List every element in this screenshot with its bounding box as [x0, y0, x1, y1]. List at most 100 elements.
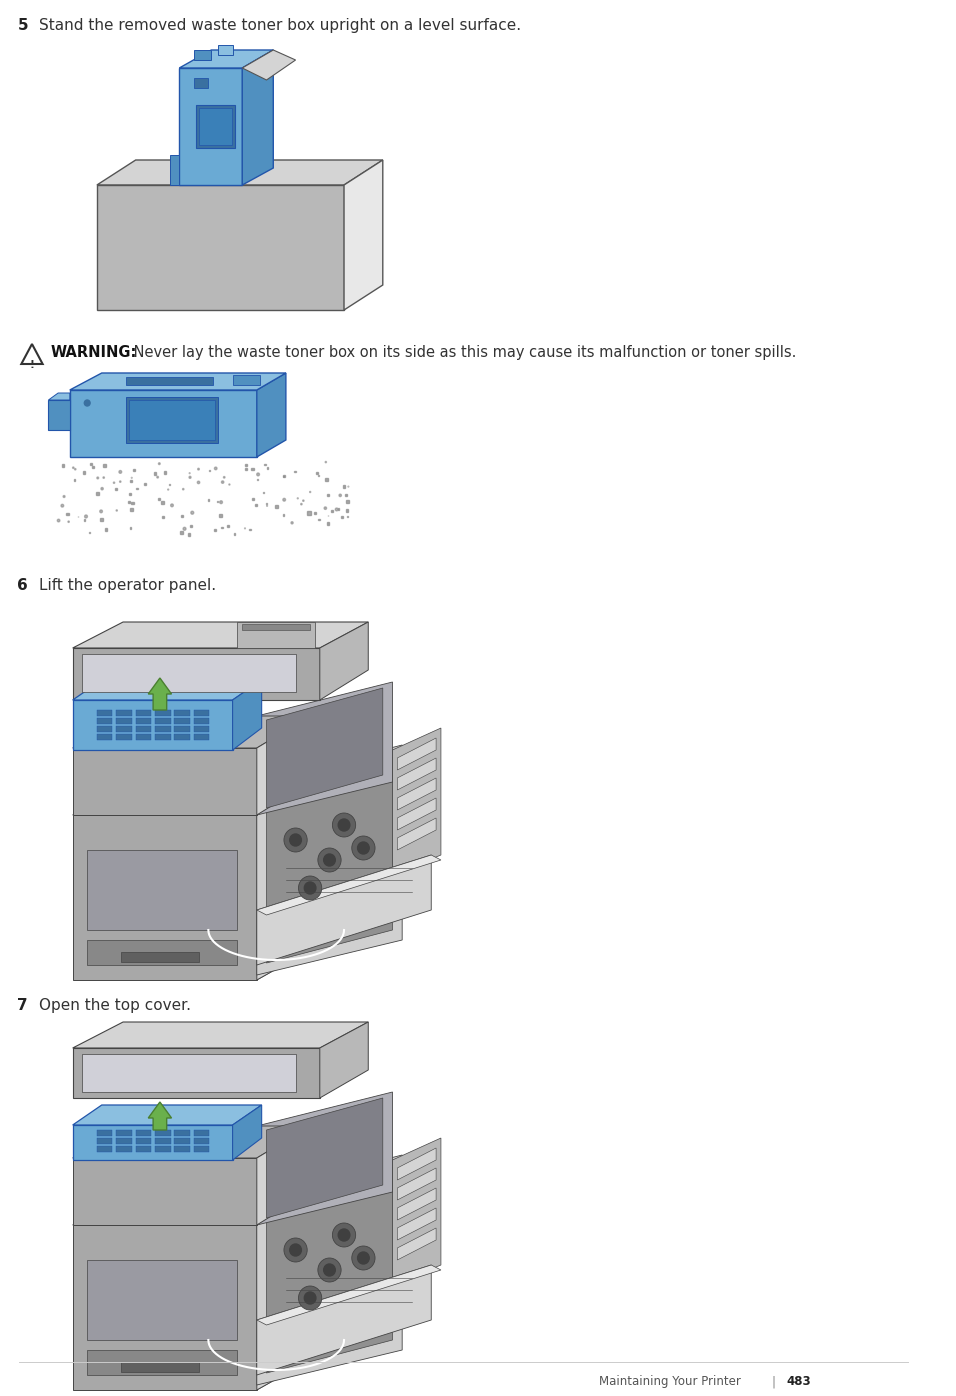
- Circle shape: [257, 473, 259, 476]
- Circle shape: [358, 842, 369, 854]
- Circle shape: [198, 468, 200, 470]
- Polygon shape: [398, 778, 436, 810]
- Polygon shape: [136, 1146, 151, 1152]
- Polygon shape: [257, 782, 310, 980]
- Circle shape: [184, 528, 186, 530]
- Bar: [144, 483, 146, 484]
- Circle shape: [220, 501, 223, 504]
- Polygon shape: [73, 1127, 310, 1159]
- Circle shape: [63, 496, 65, 497]
- Bar: [187, 533, 190, 536]
- Bar: [164, 472, 166, 473]
- Polygon shape: [73, 1048, 320, 1099]
- Bar: [346, 501, 349, 503]
- Bar: [129, 493, 131, 496]
- Polygon shape: [73, 623, 368, 648]
- Polygon shape: [148, 678, 171, 711]
- Bar: [133, 469, 135, 470]
- Bar: [82, 470, 85, 473]
- Bar: [61, 465, 64, 468]
- Polygon shape: [87, 850, 237, 930]
- Polygon shape: [398, 799, 436, 831]
- Text: Maintaining Your Printer: Maintaining Your Printer: [598, 1375, 741, 1388]
- Polygon shape: [49, 394, 70, 401]
- Polygon shape: [194, 726, 209, 732]
- Bar: [283, 514, 284, 515]
- Polygon shape: [194, 78, 208, 88]
- Polygon shape: [97, 711, 113, 716]
- Polygon shape: [257, 1127, 310, 1226]
- Circle shape: [61, 504, 64, 507]
- Circle shape: [224, 476, 225, 477]
- Circle shape: [191, 511, 194, 514]
- Polygon shape: [155, 1138, 170, 1143]
- Polygon shape: [194, 1138, 209, 1143]
- Polygon shape: [117, 734, 132, 740]
- Bar: [217, 501, 219, 503]
- Polygon shape: [136, 1129, 151, 1136]
- Polygon shape: [97, 726, 113, 732]
- Polygon shape: [87, 1350, 237, 1375]
- Polygon shape: [117, 1138, 132, 1143]
- Bar: [345, 494, 347, 496]
- Circle shape: [189, 476, 191, 479]
- Circle shape: [57, 519, 60, 522]
- Bar: [318, 519, 319, 521]
- Bar: [131, 501, 134, 504]
- Polygon shape: [155, 726, 170, 732]
- Polygon shape: [257, 1154, 402, 1385]
- Polygon shape: [73, 1125, 232, 1160]
- Polygon shape: [267, 1167, 393, 1374]
- Polygon shape: [87, 940, 237, 965]
- Bar: [90, 463, 92, 465]
- Polygon shape: [121, 952, 199, 962]
- Bar: [66, 512, 69, 515]
- Bar: [74, 479, 75, 482]
- Bar: [181, 515, 183, 517]
- Bar: [331, 510, 333, 512]
- Polygon shape: [257, 854, 441, 914]
- Bar: [190, 525, 192, 528]
- Text: 483: 483: [787, 1375, 812, 1388]
- Circle shape: [352, 836, 375, 860]
- Polygon shape: [97, 186, 344, 310]
- Circle shape: [304, 1293, 315, 1304]
- Polygon shape: [155, 1129, 170, 1136]
- Polygon shape: [257, 745, 402, 974]
- Circle shape: [298, 877, 322, 900]
- Circle shape: [101, 487, 103, 490]
- Polygon shape: [21, 343, 43, 364]
- Polygon shape: [73, 815, 257, 980]
- Polygon shape: [174, 1138, 190, 1143]
- Circle shape: [157, 476, 159, 477]
- Polygon shape: [174, 726, 190, 732]
- Circle shape: [284, 828, 307, 852]
- Bar: [343, 486, 345, 487]
- Circle shape: [304, 882, 315, 893]
- Bar: [327, 494, 329, 496]
- Polygon shape: [393, 727, 441, 875]
- Text: Open the top cover.: Open the top cover.: [39, 998, 191, 1013]
- Polygon shape: [267, 757, 393, 963]
- Polygon shape: [194, 734, 209, 740]
- Polygon shape: [155, 1146, 170, 1152]
- Circle shape: [73, 468, 74, 469]
- Polygon shape: [174, 734, 190, 740]
- Polygon shape: [129, 401, 215, 440]
- Polygon shape: [82, 653, 295, 692]
- Polygon shape: [169, 155, 180, 186]
- Polygon shape: [242, 50, 295, 80]
- Bar: [214, 529, 216, 532]
- Polygon shape: [196, 105, 234, 148]
- Polygon shape: [70, 373, 286, 389]
- Polygon shape: [257, 1092, 393, 1226]
- Polygon shape: [136, 734, 151, 740]
- Circle shape: [298, 1286, 322, 1309]
- Polygon shape: [174, 711, 190, 716]
- Text: Lift the operator panel.: Lift the operator panel.: [39, 578, 216, 593]
- Polygon shape: [97, 161, 382, 186]
- Polygon shape: [73, 1022, 368, 1048]
- Polygon shape: [194, 50, 211, 60]
- Circle shape: [333, 1223, 356, 1247]
- Polygon shape: [257, 1265, 431, 1375]
